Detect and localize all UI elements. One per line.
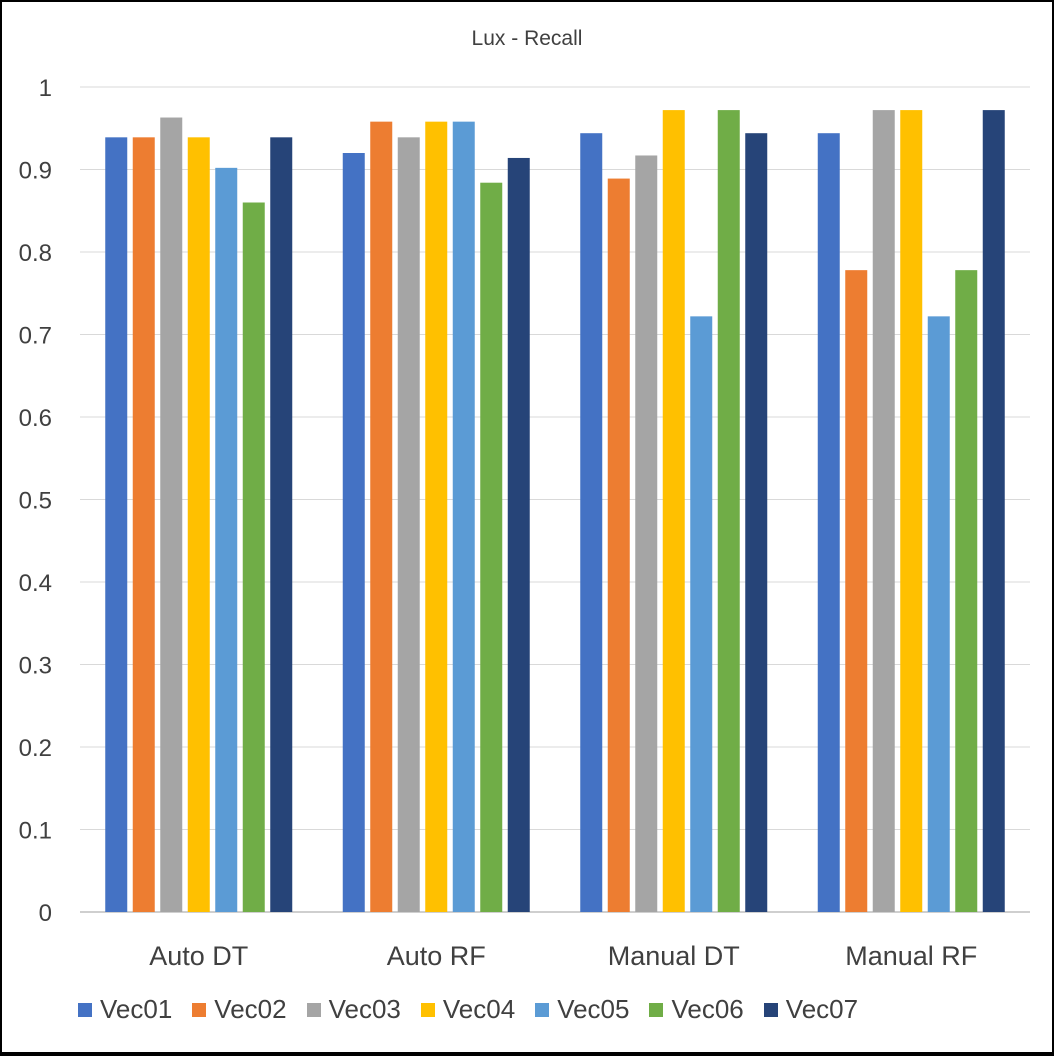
bar-vec02 — [370, 121, 393, 912]
legend-label: Vec07 — [785, 994, 859, 1024]
bar-vec03 — [635, 155, 658, 913]
legend-label: Vec06 — [671, 994, 744, 1024]
legend-swatch — [192, 1002, 207, 1017]
bar-vec05 — [927, 316, 950, 913]
bar-vec01 — [580, 133, 603, 912]
legend-item-vec03: Vec03 — [306, 994, 401, 1025]
y-tick-label: 0 — [39, 900, 52, 927]
bar-vec05 — [215, 167, 238, 913]
legend-swatch — [763, 1002, 778, 1017]
bar-vec05 — [452, 121, 475, 912]
y-tick-label: 0.1 — [19, 818, 52, 845]
bar-vec06 — [242, 202, 265, 912]
legend-label: Vec01 — [100, 994, 173, 1024]
legend-swatch — [306, 1002, 321, 1017]
bar-vec04 — [187, 137, 210, 912]
legend-item-vec07: Vec07 — [763, 994, 859, 1025]
x-tick-label: Manual RF — [845, 941, 977, 971]
y-tick-label: 0.2 — [19, 735, 52, 762]
legend-swatch — [78, 1002, 92, 1017]
legend-swatch — [535, 1002, 550, 1017]
y-tick-label: 0.6 — [19, 405, 52, 432]
x-tick-label: Auto DT — [149, 941, 248, 971]
legend-label: Vec05 — [557, 994, 630, 1024]
bars — [105, 110, 1005, 913]
x-tick-label: Manual DT — [608, 941, 740, 971]
bar-vec05 — [690, 316, 713, 913]
y-tick-label: 0.7 — [19, 323, 52, 350]
y-tick-label: 1 — [39, 75, 52, 102]
x-tick-label: Auto RF — [387, 941, 486, 971]
y-tick-label: 0.9 — [19, 158, 52, 185]
bar-vec04 — [425, 121, 448, 912]
bar-vec03 — [160, 117, 183, 912]
bar-vec01 — [105, 137, 128, 912]
bar-vec06 — [717, 110, 740, 913]
legend-item-vec02: Vec02 — [192, 994, 287, 1025]
legend-item-vec06: Vec06 — [649, 994, 744, 1025]
x-axis-ticks: Auto DT Auto RF Manual DT Manual RF — [149, 941, 977, 971]
bar-vec01 — [342, 153, 365, 912]
legend-swatch — [649, 1002, 664, 1017]
legend-label: Vec04 — [442, 994, 516, 1024]
bar-vec07 — [270, 137, 293, 912]
bar-vec02 — [132, 137, 155, 912]
y-axis-ticks: 0 0.1 0.2 0.3 0.4 0.5 0.6 0.7 0.8 0.9 1 — [19, 75, 52, 927]
gridlines — [80, 86, 1030, 913]
legend-swatch — [420, 1002, 435, 1017]
bar-vec02 — [607, 178, 630, 912]
bar-vec04 — [900, 110, 923, 913]
legend-item-vec05: Vec05 — [535, 994, 629, 1025]
y-tick-label: 0.5 — [19, 488, 52, 515]
legend-label: Vec02 — [214, 994, 287, 1024]
bar-vec07 — [982, 110, 1005, 913]
chart-title: Lux - Recall — [471, 27, 583, 50]
bar-vec03 — [397, 137, 420, 912]
chart-legend: Vec01 Vec02 Vec03 Vec04 Vec05 Vec06 Vec07 — [78, 994, 878, 1025]
bar-vec04 — [662, 110, 685, 913]
bar-vec06 — [955, 270, 978, 912]
bar-vec07 — [507, 157, 530, 912]
y-tick-label: 0.8 — [19, 240, 52, 267]
y-tick-label: 0.4 — [19, 570, 52, 597]
bar-vec06 — [480, 182, 503, 912]
bar-vec03 — [872, 110, 895, 913]
legend-label: Vec03 — [328, 994, 401, 1024]
legend-item-vec01: Vec01 — [78, 994, 172, 1025]
bar-vec01 — [817, 133, 840, 912]
y-tick-label: 0.3 — [19, 653, 52, 680]
legend-item-vec04: Vec04 — [420, 994, 516, 1025]
bar-vec02 — [845, 270, 868, 912]
bar-vec07 — [745, 133, 768, 912]
